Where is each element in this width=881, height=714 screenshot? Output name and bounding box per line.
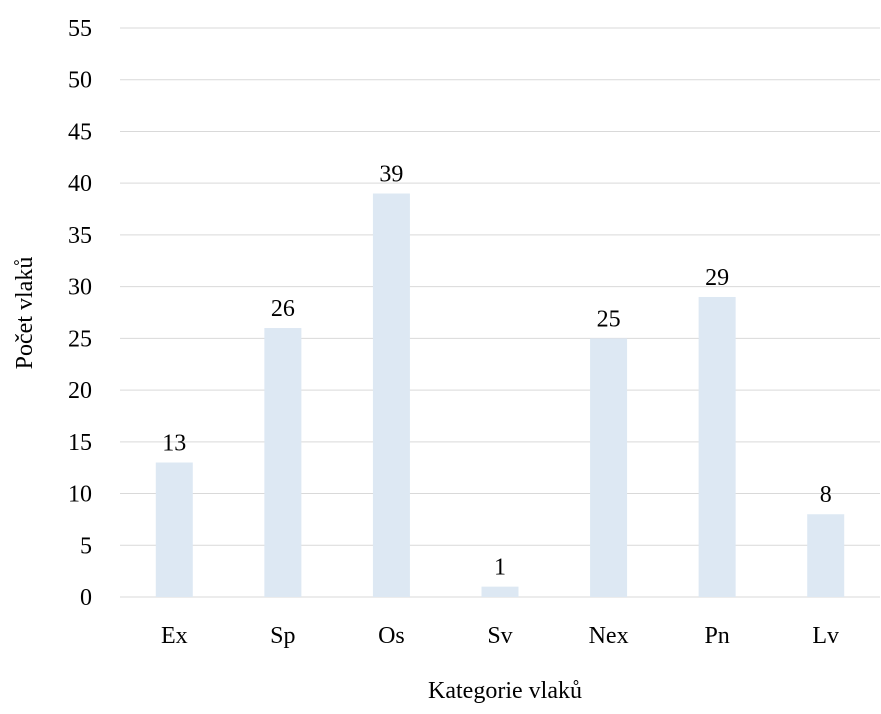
data-label: 29 <box>705 265 729 291</box>
data-label: 25 <box>597 306 621 332</box>
y-tick-label: 25 <box>68 326 92 352</box>
y-tick-label: 0 <box>80 585 92 611</box>
y-tick-label: 5 <box>80 533 92 559</box>
y-tick-label: 20 <box>68 378 92 404</box>
bar-nex <box>590 338 628 597</box>
y-tick-label: 30 <box>68 275 92 301</box>
data-label: 13 <box>162 431 186 457</box>
y-tick-label: 55 <box>68 16 92 42</box>
bar-pn <box>698 296 736 597</box>
y-tick-label: 40 <box>68 171 92 197</box>
bars <box>155 193 845 597</box>
x-tick-label: Sp <box>270 623 295 649</box>
bar-sv <box>481 586 519 597</box>
x-axis-ticks: Ex Sp Os Sv Nex Pn Lv <box>161 623 839 649</box>
x-tick-label: Nex <box>589 623 629 649</box>
x-axis-title: Kategorie vlaků <box>428 678 582 704</box>
data-labels: 13 26 39 1 25 29 8 <box>162 162 831 581</box>
data-label: 1 <box>494 555 506 581</box>
y-tick-label: 45 <box>68 119 92 145</box>
bar-sp <box>264 328 302 597</box>
y-tick-label: 35 <box>68 223 92 249</box>
data-label: 26 <box>271 296 295 322</box>
y-tick-label: 15 <box>68 430 92 456</box>
y-tick-label: 10 <box>68 482 92 508</box>
bar-ex <box>155 462 193 597</box>
y-tick-label: 50 <box>68 68 92 94</box>
y-axis-ticks: 0 5 10 15 20 25 30 35 40 45 50 55 <box>68 16 92 611</box>
data-label: 39 <box>379 162 403 188</box>
bar-os <box>372 193 410 597</box>
data-label: 8 <box>820 482 832 508</box>
x-tick-label: Ex <box>161 623 188 649</box>
gridlines <box>120 27 880 598</box>
x-tick-label: Sv <box>487 623 512 649</box>
x-tick-label: Pn <box>704 623 729 649</box>
y-axis-title: Počet vlaků <box>12 257 38 370</box>
bar-lv <box>807 514 845 597</box>
x-tick-label: Os <box>378 623 405 649</box>
x-tick-label: Lv <box>812 623 839 649</box>
